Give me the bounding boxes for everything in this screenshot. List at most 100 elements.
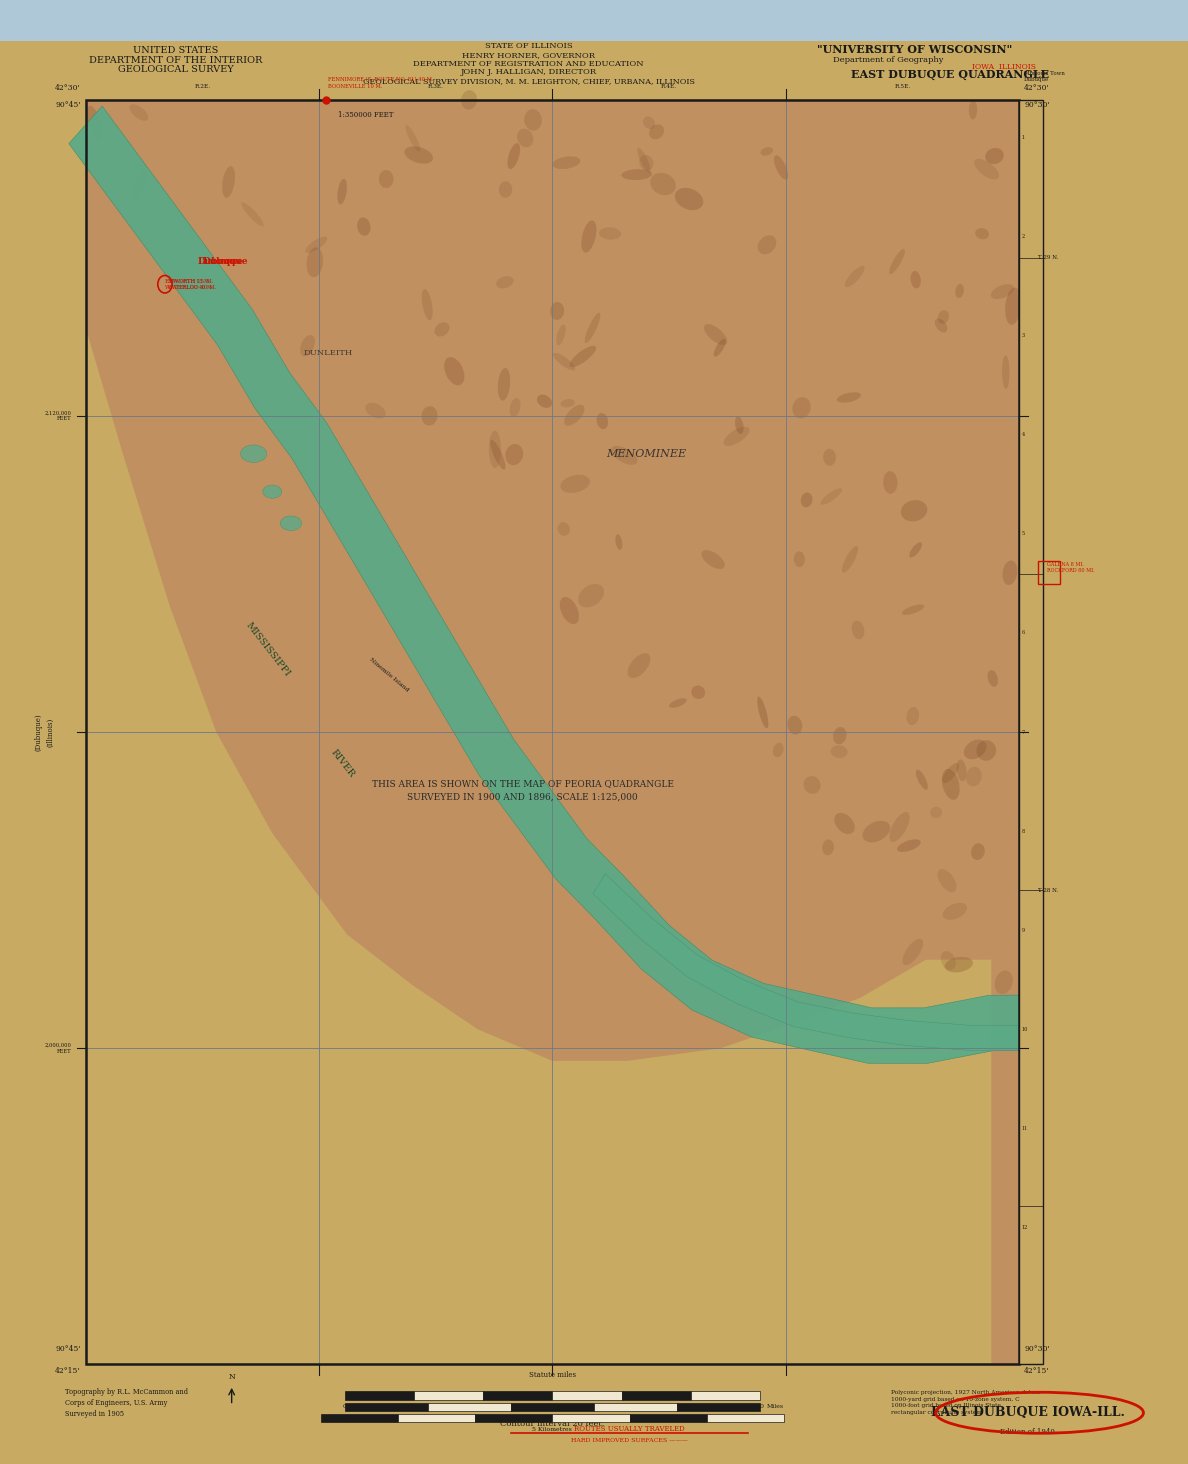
Text: IOWA  ILLINOIS: IOWA ILLINOIS [972,63,1036,70]
Text: 42°30': 42°30' [55,85,81,92]
Text: 12: 12 [1022,1225,1028,1230]
Ellipse shape [902,605,924,615]
Bar [428,1403,511,1411]
Bar [413,1391,484,1400]
Bar [1019,100,1043,1364]
Text: 90°45': 90°45' [56,1345,81,1353]
Text: 42°30': 42°30' [1024,85,1050,92]
Text: N: N [228,1373,235,1381]
Ellipse shape [930,807,942,818]
Ellipse shape [305,237,328,253]
Bar [484,1391,552,1400]
Ellipse shape [1003,561,1017,586]
Text: 4: 4 [1022,432,1025,438]
Bar [594,1403,677,1411]
Ellipse shape [643,117,655,129]
Ellipse shape [937,310,949,324]
Text: Miles: Miles [766,1404,783,1408]
Ellipse shape [758,236,776,255]
Ellipse shape [491,439,505,470]
Ellipse shape [935,319,947,332]
Ellipse shape [971,843,985,859]
Ellipse shape [701,550,725,569]
Text: 90°45': 90°45' [56,101,81,108]
Text: (Illinois): (Illinois) [46,717,53,747]
Text: Contour interval 20 feet.: Contour interval 20 feet. [500,1420,605,1427]
Ellipse shape [773,742,784,757]
Bar [691,1391,760,1400]
Ellipse shape [307,247,323,277]
Ellipse shape [909,542,922,558]
Bar [1038,561,1060,584]
Ellipse shape [422,406,437,426]
Ellipse shape [963,739,986,760]
Bar [621,1391,691,1400]
Bar [552,1414,630,1422]
Ellipse shape [379,170,393,187]
Text: R.4E.: R.4E. [661,85,677,89]
Text: 5 Kilometres: 5 Kilometres [532,1427,573,1432]
Ellipse shape [638,148,651,173]
Ellipse shape [579,584,604,608]
Ellipse shape [365,403,386,419]
Ellipse shape [444,357,465,385]
Text: 11: 11 [1022,1126,1028,1130]
Ellipse shape [994,971,1013,994]
Ellipse shape [517,129,533,148]
Bar [345,1391,413,1400]
Ellipse shape [1005,287,1022,325]
Ellipse shape [435,322,449,337]
Ellipse shape [823,449,836,466]
Ellipse shape [845,266,865,287]
Text: 5: 5 [1022,531,1025,536]
Bar [707,1414,784,1422]
Ellipse shape [836,392,861,403]
Ellipse shape [581,221,596,253]
Text: Missouri Town
Dubuque: Missouri Town Dubuque [1024,72,1064,82]
Ellipse shape [554,353,575,370]
Text: FENNIMORE (S. ROUTE NO. 81) 40 M.: FENNIMORE (S. ROUTE NO. 81) 40 M. [328,76,434,82]
Ellipse shape [129,104,148,122]
Text: THIS AREA IS SHOWN ON THE MAP OF PEORIA QUADRANGLE
SURVEYED IN 1900 AND 1896, SC: THIS AREA IS SHOWN ON THE MAP OF PEORIA … [372,779,674,802]
Ellipse shape [775,155,788,180]
Ellipse shape [552,157,580,168]
Text: Department of Geography: Department of Geography [833,56,944,64]
Text: DEPARTMENT OF THE INTERIOR: DEPARTMENT OF THE INTERIOR [89,56,263,64]
Ellipse shape [897,839,921,852]
Ellipse shape [723,426,750,447]
Text: Ninemile Island: Ninemile Island [368,657,410,692]
Ellipse shape [596,413,608,429]
Ellipse shape [649,124,664,139]
Text: HARD IMPROVED SURFACES ———: HARD IMPROVED SURFACES ——— [571,1438,688,1444]
Text: MENOMINEE: MENOMINEE [606,449,685,458]
Ellipse shape [561,474,590,493]
Ellipse shape [507,143,520,170]
Text: 3: 3 [1022,334,1025,338]
Ellipse shape [537,395,552,408]
Text: RIVER: RIVER [329,748,356,779]
Text: R.3E.: R.3E. [428,85,443,89]
Text: R.5E.: R.5E. [895,85,911,89]
Ellipse shape [974,158,999,179]
Text: EPWORTH 15 M.
WATERLOO 40 M.: EPWORTH 15 M. WATERLOO 40 M. [168,278,213,290]
Bar [677,1403,760,1411]
Text: 7: 7 [1022,729,1025,735]
Ellipse shape [890,813,910,842]
Ellipse shape [906,707,920,725]
Text: DEPARTMENT OF REGISTRATION AND EDUCATION: DEPARTMENT OF REGISTRATION AND EDUCATION [413,60,644,67]
Ellipse shape [760,146,773,155]
Bar [86,100,1019,1364]
Text: Statute miles: Statute miles [529,1372,576,1379]
Bar [345,1403,428,1411]
Ellipse shape [985,148,1004,164]
Ellipse shape [87,105,102,141]
Ellipse shape [916,770,928,789]
Ellipse shape [991,284,1015,299]
Text: 1: 1 [1022,135,1025,141]
Ellipse shape [903,938,923,965]
Ellipse shape [241,202,264,227]
Ellipse shape [505,444,523,466]
Text: 5: 5 [481,1404,485,1408]
Text: T. 29 N.: T. 29 N. [1037,255,1059,261]
Ellipse shape [240,445,266,463]
